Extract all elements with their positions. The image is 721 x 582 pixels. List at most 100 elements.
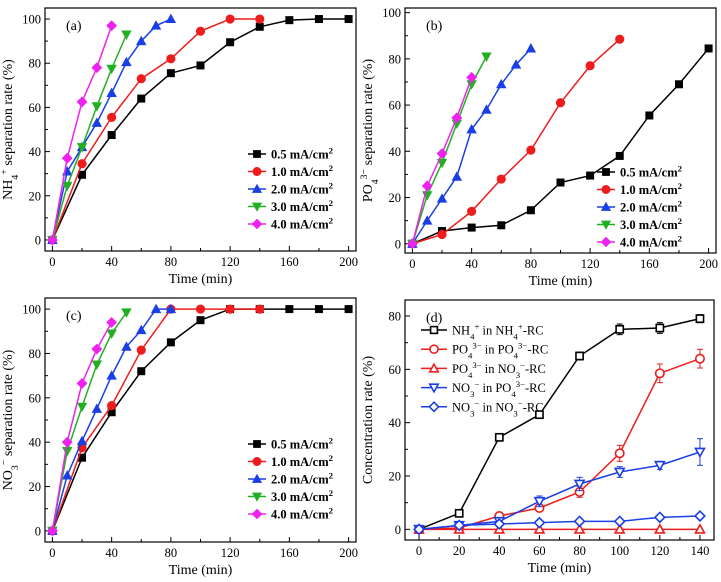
y-axis-label-sup: + [0, 169, 10, 175]
legend-label-part: -RC [525, 362, 546, 376]
series-line [412, 38, 621, 245]
data-point [533, 523, 546, 534]
legend-label-text: 3.0 mA/cm [620, 218, 678, 232]
y-tick-label: 40 [29, 436, 42, 450]
data-point [436, 193, 448, 203]
data-point [76, 402, 88, 413]
data-point [106, 370, 117, 380]
data-point [195, 304, 206, 314]
data-point [137, 94, 146, 103]
data-point [406, 238, 418, 250]
legend-marker [251, 202, 263, 212]
legend-label-text: 4.0 mA/cm [271, 508, 329, 522]
y-tick-label: 40 [389, 145, 402, 159]
legend-marker [251, 492, 263, 502]
data-point [493, 518, 506, 530]
y-axis-label-text: separation rate (%) [1, 349, 16, 459]
legend-label-part: + [518, 322, 523, 332]
chart-panel-3: 0 40 80 120 160 200 0 20 40 60 80 100 Time (min) NO3−… [0, 297, 358, 578]
legend-label-part: in NO [479, 400, 513, 414]
data-point [106, 64, 117, 75]
y-tick-label: 20 [29, 480, 42, 494]
legend-label-sup: 2 [329, 146, 333, 156]
legend-label: 0.5 mA/cm2 [620, 164, 682, 180]
data-point [481, 104, 492, 114]
legend-label-sup: 2 [678, 199, 682, 209]
data-point [106, 20, 118, 32]
legend-label-text: 3.0 mA/cm [271, 200, 329, 214]
data-point [91, 117, 103, 127]
legend-marker [429, 325, 439, 335]
legend-marker [428, 383, 440, 394]
data-point [107, 112, 117, 122]
legend-label-text: 0.5 mA/cm [620, 166, 678, 180]
legend-marker [600, 220, 612, 230]
legend-label: 0.5 mA/cm2 [271, 436, 333, 452]
y-axis-label-text: NH [1, 180, 16, 200]
series-5 [406, 71, 478, 250]
data-point [344, 305, 353, 314]
legend-label-text: 4.0 mA/cm [271, 218, 329, 232]
legend-label-part: 4 [513, 332, 518, 342]
data-point [613, 515, 626, 528]
x-tick-label: 160 [280, 255, 299, 269]
legend-marker [428, 401, 440, 413]
data-point [421, 180, 433, 192]
legend-label-text: 0.5 mA/cm [271, 148, 329, 162]
legend-label-part: 4 [514, 351, 519, 361]
legend-label-part: − [520, 360, 525, 370]
x-tick-label: 160 [640, 257, 659, 271]
data-point [695, 314, 705, 324]
legend-label-part: in PO [482, 343, 514, 357]
legend-label-part: in NO [482, 362, 516, 376]
y-tick-label: 80 [29, 57, 42, 71]
y-axis-label: NH4+ separation rate (%) [0, 59, 21, 200]
data-point [467, 206, 477, 216]
legend-label: PO43− in PO43−-RC [452, 341, 548, 361]
series-line [51, 18, 260, 241]
data-point [61, 436, 73, 448]
data-point [314, 305, 323, 314]
legend-label-part: − [474, 398, 479, 408]
series-line [411, 56, 488, 244]
data-point [91, 62, 103, 74]
data-point [121, 56, 132, 67]
y-tick-label: 100 [22, 13, 41, 27]
x-tick-label: 80 [573, 544, 586, 558]
data-point [466, 71, 478, 83]
data-point [573, 523, 586, 534]
series-5 [413, 510, 706, 536]
legend-label-part: -RC [523, 324, 544, 338]
series-line [51, 34, 128, 241]
chart-panel-4: 0 20 40 60 80 100 120 140 0 20 40 60 80 Time (min) Con… [361, 299, 715, 576]
y-tick-label: 80 [389, 310, 402, 324]
legend-marker [251, 183, 263, 193]
data-point [196, 61, 205, 70]
data-point [76, 377, 88, 389]
legend-label-part: 3 [470, 408, 475, 418]
y-tick-label: 20 [29, 189, 42, 203]
legend-label-part: NO [452, 400, 470, 414]
data-point [467, 223, 476, 232]
legend-marker [251, 473, 263, 483]
x-tick-label: 100 [610, 544, 629, 558]
data-point [481, 52, 492, 62]
legend-label-part: − [518, 398, 523, 408]
data-point [436, 148, 448, 160]
x-tick-label: 120 [650, 544, 669, 558]
data-point [225, 304, 235, 314]
data-point [615, 34, 625, 44]
legend-label-part: in PO [479, 381, 511, 395]
panel-label: (c) [66, 309, 82, 324]
y-tick-label: 40 [389, 416, 402, 430]
legend-marker [428, 362, 440, 373]
y-axis-label-text: Concentration rate (%) [361, 356, 376, 485]
legend-label: 3.0 mA/cm2 [271, 198, 333, 214]
legend-label-part: 3 [513, 408, 518, 418]
x-tick-label: 0 [409, 257, 415, 271]
y-tick-label: 20 [389, 191, 402, 205]
legend-label: 2.0 mA/cm2 [271, 471, 333, 487]
data-point [526, 145, 536, 155]
